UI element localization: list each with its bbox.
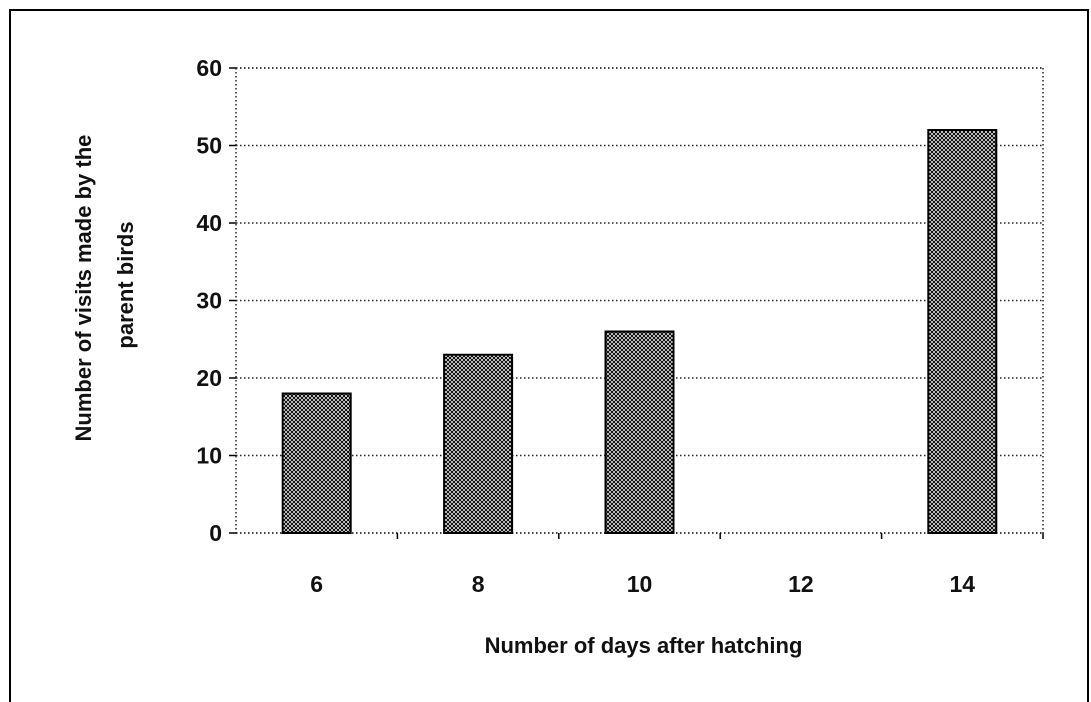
bar-day-14	[927, 129, 998, 534]
axes	[229, 67, 1044, 539]
y-tick-label: 0	[209, 520, 222, 546]
y-tick-label: 40	[196, 210, 222, 236]
bar-day-8	[443, 353, 514, 534]
x-tick-label: 6	[310, 571, 323, 597]
x-tick-label: 12	[788, 571, 814, 597]
x-axis-title: Number of days after hatching	[485, 633, 803, 658]
gridlines	[236, 67, 1044, 533]
x-tick-label: 14	[950, 571, 976, 597]
y-axis-title-line-2: parent birds	[113, 221, 138, 348]
x-tick-label: 10	[627, 571, 653, 597]
bars	[281, 129, 998, 534]
bar-day-6	[281, 392, 352, 534]
chart-frame	[9, 9, 1089, 702]
x-tick-label: 8	[472, 571, 485, 597]
y-tick-label: 50	[196, 133, 222, 159]
y-tick-label: 30	[196, 288, 222, 314]
bar-day-10	[604, 330, 675, 534]
y-tick-label: 60	[196, 55, 222, 81]
y-tick-label: 10	[196, 443, 222, 469]
y-axis-title-line-1: Number of visits made by the	[71, 135, 96, 442]
y-axis-title: Number of visits made by the parent bird…	[71, 129, 138, 442]
tick-labels: 0 10 20 30 40 50 60 6 8 10 12 14	[196, 55, 975, 597]
y-tick-label: 20	[196, 365, 222, 391]
